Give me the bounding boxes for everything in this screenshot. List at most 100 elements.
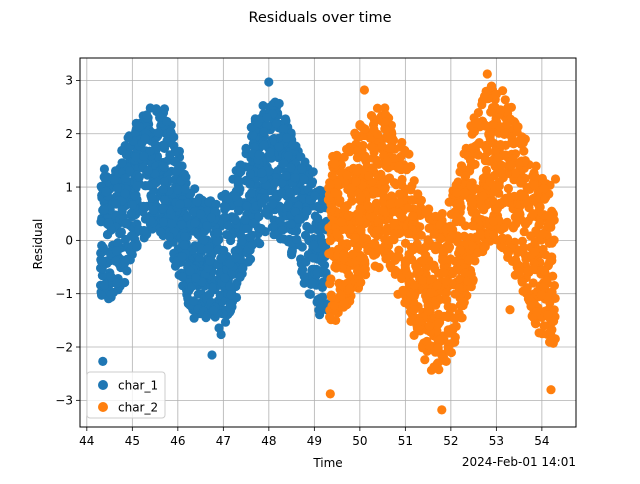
data-point: [494, 181, 504, 191]
data-point: [315, 204, 325, 214]
data-point: [515, 267, 525, 277]
data-point: [488, 230, 499, 240]
data-point: [444, 235, 455, 245]
axis-ticks: 44 45 46 47 48 49 50 51 52 53 54 −3 −2 −1 0 1 2 3: [55, 74, 549, 448]
data-point: [528, 278, 538, 288]
y-tick-label: 2: [65, 127, 73, 141]
data-point: [179, 240, 189, 250]
data-point: [132, 241, 142, 252]
data-point: [308, 234, 319, 244]
data-point: [431, 300, 441, 310]
data-point: [430, 264, 440, 274]
data-point: [370, 261, 380, 271]
data-point: [345, 224, 356, 234]
data-point: [97, 271, 107, 281]
data-point: [456, 161, 467, 171]
data-point: [546, 385, 556, 395]
data-point: [242, 201, 252, 211]
data-point: [254, 150, 264, 160]
series-char_1: [96, 77, 333, 366]
data-point: [408, 211, 418, 221]
data-point: [180, 184, 190, 194]
data-point: [377, 141, 387, 151]
data-point: [189, 296, 199, 306]
data-point: [431, 211, 441, 221]
data-point: [230, 253, 241, 263]
data-point: [514, 208, 524, 218]
data-point: [371, 198, 381, 208]
data-point: [245, 169, 255, 179]
data-point: [283, 151, 293, 161]
data-point: [109, 175, 120, 185]
x-tick-label: 45: [125, 434, 140, 448]
data-point: [473, 150, 483, 160]
data-point: [333, 244, 343, 254]
x-tick-label: 44: [79, 434, 94, 448]
data-point: [486, 107, 496, 117]
data-point: [521, 219, 531, 229]
data-point: [256, 223, 266, 234]
data-point: [486, 81, 496, 92]
data-point: [220, 317, 231, 327]
data-point: [380, 184, 390, 194]
data-point: [181, 172, 191, 182]
data-point: [158, 217, 169, 227]
data-point: [126, 231, 137, 241]
data-point: [313, 295, 323, 305]
data-point: [496, 105, 506, 115]
data-point: [400, 298, 410, 308]
data-point: [457, 313, 467, 323]
data-point: [209, 305, 219, 315]
data-point: [543, 219, 553, 229]
data-point: [352, 166, 362, 176]
data-point: [104, 218, 114, 228]
data-point: [281, 133, 292, 143]
data-point: [190, 218, 200, 228]
data-point: [482, 69, 492, 79]
data-point: [216, 253, 226, 264]
data-point: [526, 231, 536, 241]
data-point: [330, 188, 340, 198]
data-point: [345, 284, 355, 294]
data-point: [339, 249, 349, 259]
data-point: [281, 171, 291, 181]
x-axis-offset-label: 2024-Feb-01 14:01: [462, 455, 576, 469]
data-point: [369, 250, 379, 260]
data-point: [499, 223, 509, 233]
data-point: [235, 272, 245, 282]
x-tick-label: 49: [307, 434, 322, 448]
data-point: [142, 110, 152, 120]
data-point: [306, 224, 316, 234]
x-tick-label: 48: [261, 434, 276, 448]
legend: char_1 char_2: [86, 371, 166, 419]
data-point: [233, 206, 244, 216]
data-point: [145, 146, 155, 156]
data-point: [538, 229, 548, 239]
data-point: [139, 225, 149, 236]
data-point: [488, 119, 498, 129]
x-tick-label: 46: [170, 434, 185, 448]
data-point: [434, 318, 444, 328]
data-point: [352, 153, 362, 163]
data-point: [514, 159, 524, 169]
data-point: [134, 172, 144, 182]
data-point: [153, 128, 163, 138]
data-point: [344, 270, 354, 280]
data-point: [469, 127, 479, 137]
data-point: [301, 257, 311, 267]
data-point: [211, 199, 221, 209]
data-point: [423, 235, 433, 245]
data-point: [410, 280, 420, 290]
x-tick-label: 54: [534, 434, 549, 448]
data-point: [389, 229, 399, 239]
data-point: [120, 257, 130, 267]
data-point: [202, 244, 213, 254]
x-tick-label: 51: [398, 434, 413, 448]
data-point: [189, 313, 199, 323]
data-point: [336, 217, 346, 227]
data-point: [345, 147, 355, 157]
data-point: [294, 214, 304, 224]
data-point: [480, 242, 490, 252]
data-point: [459, 188, 470, 198]
